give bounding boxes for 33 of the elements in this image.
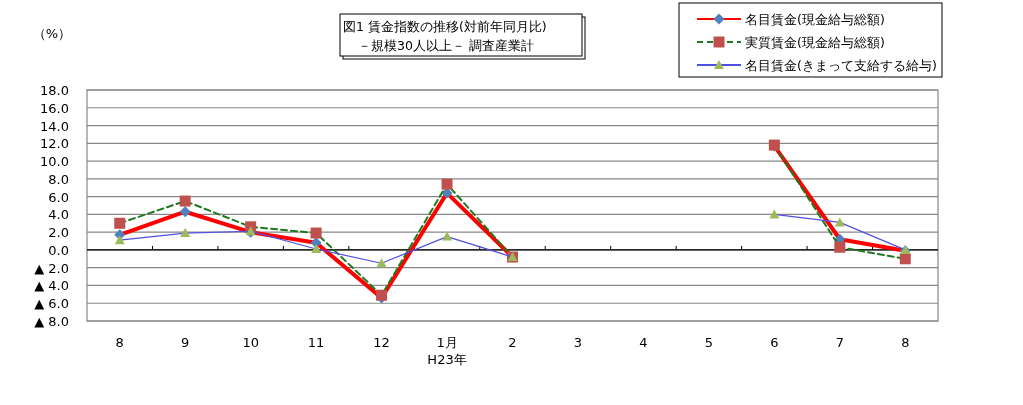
x-tick-label: 10 [242,335,259,350]
x-tick-label: 12 [373,335,390,350]
x-tick-label: 8 [901,335,910,350]
y-tick-label: 4.0 [48,207,69,223]
y-tick-label: 10.0 [40,154,69,170]
chart-title: 図1 賃金指数の推移(対前年同月比) [343,19,547,34]
x-tick-label: 5 [704,335,714,350]
y-tick-label: 16.0 [40,100,69,116]
x-tick-label: 11 [307,335,325,350]
legend-label: 名目賃金(現金給与総額) [745,12,885,27]
legend-label: 名目賃金(きまって支給する給与) [745,58,937,73]
y-tick-label: 8.0 [48,171,69,187]
x-tick-label: 8 [115,335,124,350]
legend-label: 実質賃金(現金給与総額) [745,35,885,50]
y-tick-label: ▲ 2.0 [34,260,69,276]
y-tick-label: 6.0 [48,189,69,205]
x-tick-label: 4 [639,335,648,350]
x-tick-label: 2 [508,335,517,350]
x-tick-label: 6 [770,335,779,350]
y-tick-label: ▲ 4.0 [34,278,69,294]
y-tick-label: ▲ 6.0 [34,296,69,312]
y-tick-label: 18.0 [40,83,69,98]
y-axis-title: （%） [32,26,72,41]
y-tick-label: 0.0 [48,242,69,258]
x-tick-label: 3 [573,335,583,350]
y-tick-label: 14.0 [40,118,69,134]
y-tick-label: 2.0 [48,225,69,241]
y-tick-label: ▲ 8.0 [34,314,69,329]
chart-subtitle: －規模30人以上－ 調査産業計 [358,38,534,53]
x-tick-label: 9 [181,335,190,350]
y-tick-label: 12.0 [40,136,69,152]
x-tick-label: 7 [835,335,844,350]
x-tick-label: 1月 H23年 [427,335,467,367]
